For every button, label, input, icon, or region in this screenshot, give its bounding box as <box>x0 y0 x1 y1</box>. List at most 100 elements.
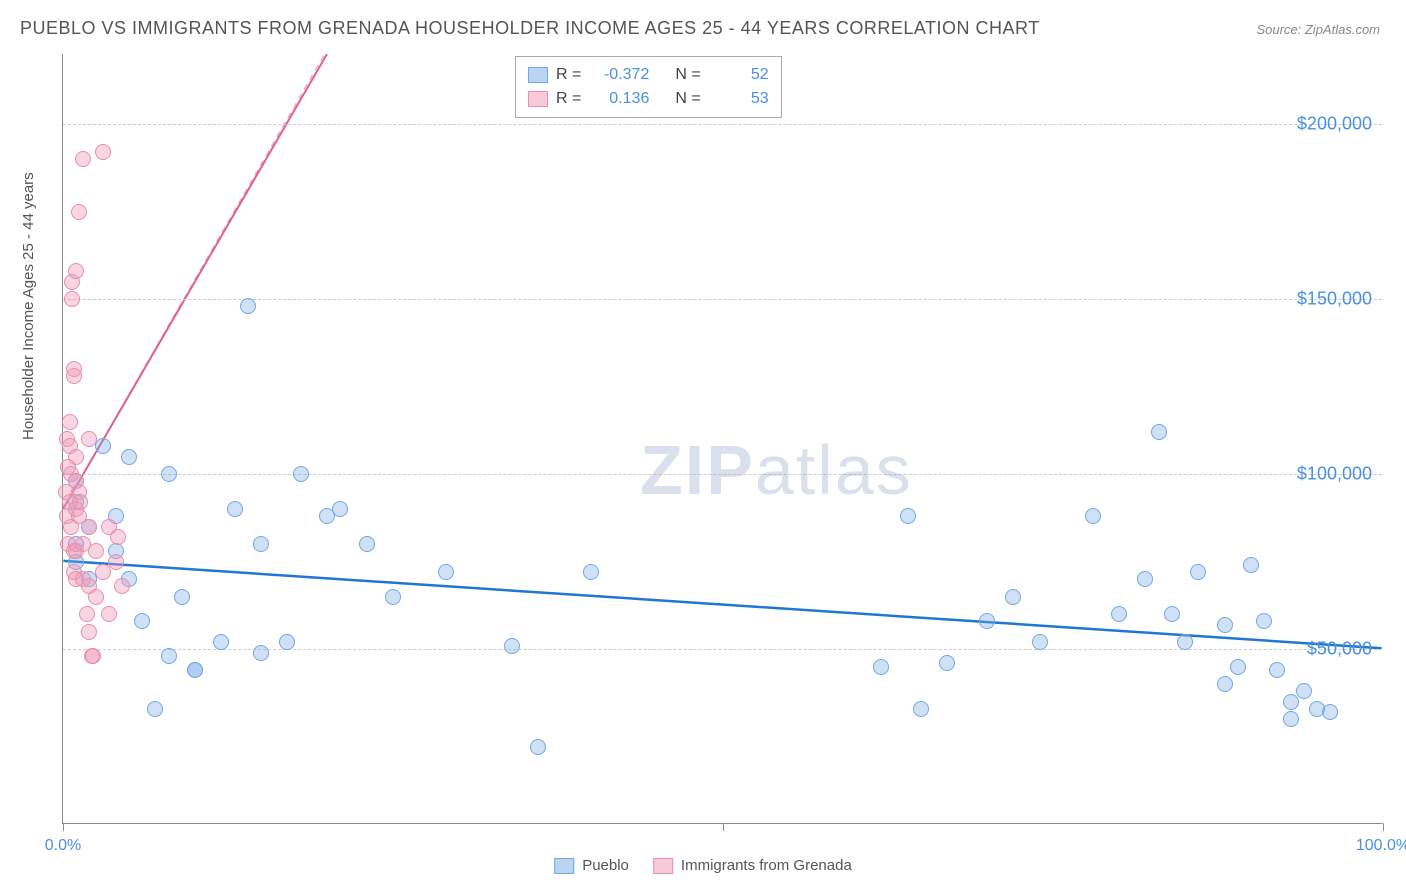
data-point <box>1243 557 1259 573</box>
legend-item: Immigrants from Grenada <box>653 857 852 874</box>
data-point <box>253 645 269 661</box>
legend-r-label: R = <box>556 87 581 111</box>
data-point <box>68 263 84 279</box>
data-point <box>147 701 163 717</box>
data-point <box>81 519 97 535</box>
data-point <box>174 589 190 605</box>
series-legend: Pueblo Immigrants from Grenada <box>554 857 852 874</box>
legend-row: R = -0.372 N = 52 <box>528 63 769 87</box>
data-point <box>64 291 80 307</box>
data-point <box>101 606 117 622</box>
data-point <box>114 578 130 594</box>
data-point <box>227 501 243 517</box>
y-axis-label: Householder Income Ages 25 - 44 years <box>20 172 37 440</box>
data-point <box>1005 589 1021 605</box>
x-tick-label: 100.0% <box>1356 837 1406 855</box>
gridline <box>63 124 1382 125</box>
legend-r-label: R = <box>556 63 581 87</box>
gridline <box>63 299 1382 300</box>
data-point <box>161 648 177 664</box>
data-point <box>293 466 309 482</box>
data-point <box>72 494 88 510</box>
legend-n-value: 53 <box>709 87 769 111</box>
y-tick-label: $50,000 <box>1307 639 1372 660</box>
legend-swatch <box>554 858 574 874</box>
data-point <box>240 298 256 314</box>
x-tick <box>63 823 64 831</box>
data-point <box>1322 704 1338 720</box>
x-tick-label: 0.0% <box>45 837 81 855</box>
data-point <box>187 662 203 678</box>
data-point <box>1283 694 1299 710</box>
legend-r-value: 0.136 <box>589 87 649 111</box>
data-point <box>939 655 955 671</box>
data-point <box>438 564 454 580</box>
data-point <box>81 624 97 640</box>
data-point <box>332 501 348 517</box>
legend-n-value: 52 <box>709 63 769 87</box>
data-point <box>1137 571 1153 587</box>
correlation-legend: R = -0.372 N = 52 R = 0.136 N = 53 <box>515 56 782 118</box>
data-point <box>1032 634 1048 650</box>
data-point <box>108 554 124 570</box>
data-point <box>1269 662 1285 678</box>
legend-swatch <box>528 91 548 107</box>
data-point <box>66 368 82 384</box>
legend-label: Immigrants from Grenada <box>681 857 852 874</box>
data-point <box>121 449 137 465</box>
data-point <box>1217 617 1233 633</box>
legend-row: R = 0.136 N = 53 <box>528 87 769 111</box>
gridline <box>63 474 1382 475</box>
data-point <box>530 739 546 755</box>
trend-lines-layer <box>63 54 1382 823</box>
scatter-plot-area: $50,000$100,000$150,000$200,0000.0%100.0… <box>62 54 1382 824</box>
y-tick-label: $100,000 <box>1297 464 1372 485</box>
data-point <box>110 529 126 545</box>
legend-n-label: N = <box>675 63 700 87</box>
data-point <box>1111 606 1127 622</box>
data-point <box>253 536 269 552</box>
data-point <box>68 449 84 465</box>
data-point <box>161 466 177 482</box>
data-point <box>1085 508 1101 524</box>
data-point <box>979 613 995 629</box>
legend-swatch <box>528 67 548 83</box>
data-point <box>1283 711 1299 727</box>
data-point <box>88 543 104 559</box>
data-point <box>504 638 520 654</box>
data-point <box>873 659 889 675</box>
data-point <box>900 508 916 524</box>
data-point <box>279 634 295 650</box>
data-point <box>95 144 111 160</box>
data-point <box>1190 564 1206 580</box>
data-point <box>79 606 95 622</box>
x-tick <box>1383 823 1384 831</box>
data-point <box>359 536 375 552</box>
data-point <box>85 648 101 664</box>
data-point <box>385 589 401 605</box>
data-point <box>213 634 229 650</box>
data-point <box>71 204 87 220</box>
legend-swatch <box>653 858 673 874</box>
data-point <box>1164 606 1180 622</box>
y-tick-label: $200,000 <box>1297 114 1372 135</box>
source-attribution: Source: ZipAtlas.com <box>1256 22 1380 37</box>
legend-label: Pueblo <box>582 857 629 874</box>
legend-n-label: N = <box>675 87 700 111</box>
data-point <box>1217 676 1233 692</box>
data-point <box>75 151 91 167</box>
data-point <box>1151 424 1167 440</box>
data-point <box>1296 683 1312 699</box>
data-point <box>1230 659 1246 675</box>
data-point <box>62 414 78 430</box>
data-point <box>583 564 599 580</box>
data-point <box>81 431 97 447</box>
data-point <box>88 589 104 605</box>
legend-r-value: -0.372 <box>589 63 649 87</box>
y-tick-label: $150,000 <box>1297 289 1372 310</box>
chart-title: PUEBLO VS IMMIGRANTS FROM GRENADA HOUSEH… <box>20 18 1040 39</box>
x-tick <box>723 823 724 831</box>
data-point <box>1177 634 1193 650</box>
data-point <box>1256 613 1272 629</box>
data-point <box>134 613 150 629</box>
